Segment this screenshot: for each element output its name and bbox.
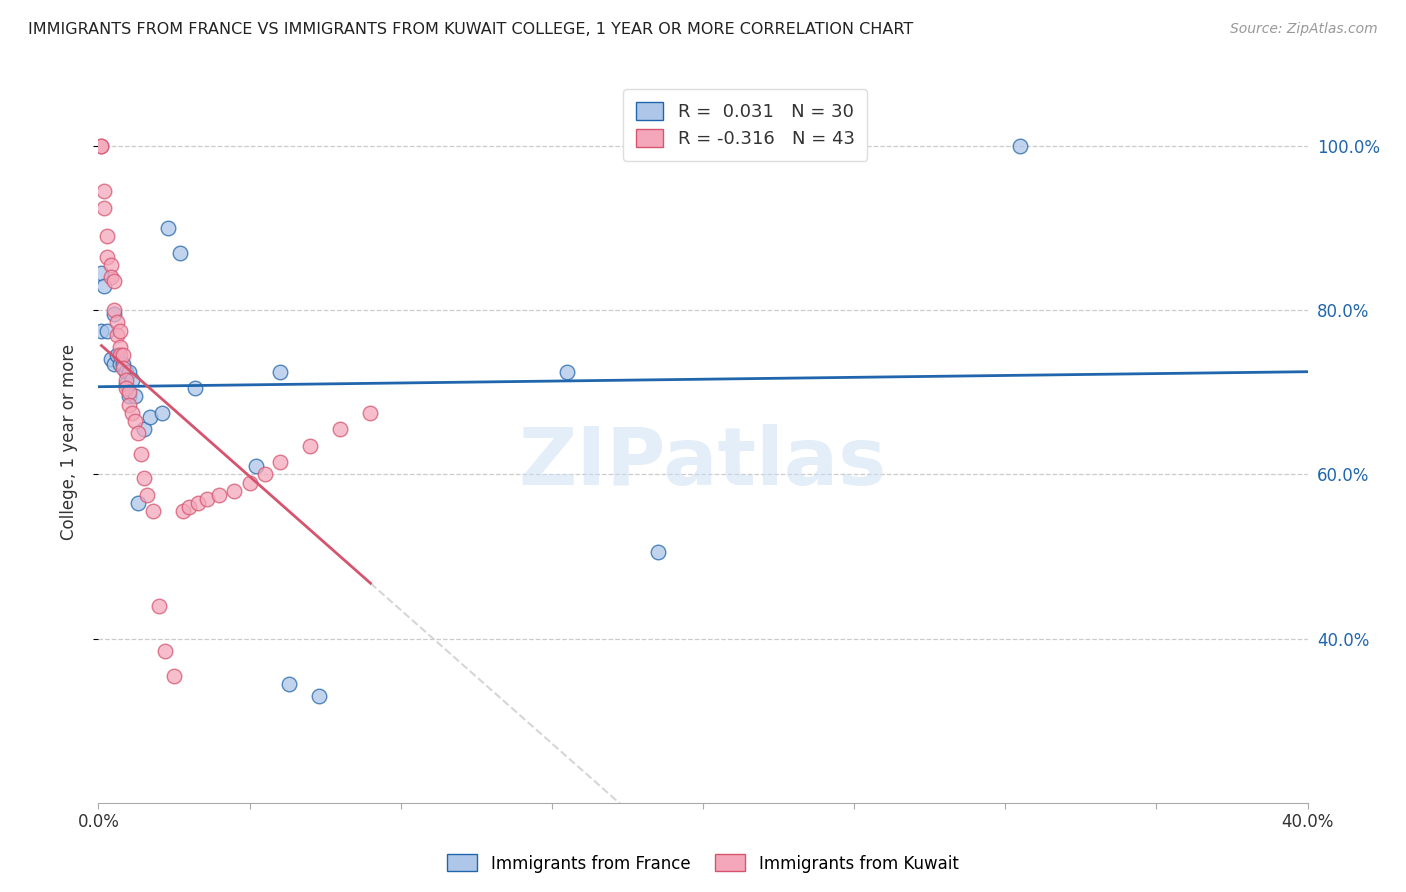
Point	[90, 266, 112, 280]
Point	[111, 348, 134, 362]
Point	[103, 357, 125, 371]
Point	[179, 500, 201, 515]
Point	[184, 381, 207, 395]
Point	[139, 409, 162, 424]
Point	[90, 139, 112, 153]
Point	[105, 316, 128, 330]
Point	[187, 496, 209, 510]
Point	[127, 426, 149, 441]
Point	[269, 365, 291, 379]
Point	[1010, 139, 1032, 153]
Point	[96, 229, 118, 244]
Point	[105, 348, 128, 362]
Point	[118, 385, 141, 400]
Point	[100, 352, 122, 367]
Point	[93, 201, 115, 215]
Point	[90, 324, 112, 338]
Point	[121, 406, 143, 420]
Point	[124, 389, 146, 403]
Point	[114, 373, 136, 387]
Y-axis label: College, 1 year or more: College, 1 year or more	[59, 343, 77, 540]
Point	[118, 389, 141, 403]
Point	[195, 491, 218, 506]
Point	[153, 644, 176, 658]
Point	[111, 360, 134, 375]
Legend: Immigrants from France, Immigrants from Kuwait: Immigrants from France, Immigrants from …	[440, 847, 966, 880]
Point	[108, 357, 131, 371]
Legend: R =  0.031   N = 30, R = -0.316   N = 43: R = 0.031 N = 30, R = -0.316 N = 43	[623, 89, 868, 161]
Point	[208, 488, 231, 502]
Point	[156, 221, 179, 235]
Point	[103, 307, 125, 321]
Point	[239, 475, 262, 490]
Point	[114, 377, 136, 392]
Point	[129, 447, 152, 461]
Point	[269, 455, 291, 469]
Point	[93, 184, 115, 198]
Point	[360, 406, 382, 420]
Point	[224, 483, 246, 498]
Point	[90, 139, 112, 153]
Point	[329, 422, 352, 436]
Point	[253, 467, 276, 482]
Point	[163, 668, 186, 682]
Point	[93, 278, 115, 293]
Point	[105, 327, 128, 342]
Point	[124, 414, 146, 428]
Point	[100, 258, 122, 272]
Point	[100, 270, 122, 285]
Point	[148, 599, 170, 613]
Point	[103, 275, 125, 289]
Point	[169, 245, 191, 260]
Point	[111, 357, 134, 371]
Text: ZIPatlas: ZIPatlas	[519, 425, 887, 502]
Text: Source: ZipAtlas.com: Source: ZipAtlas.com	[1230, 22, 1378, 37]
Point	[555, 365, 578, 379]
Point	[132, 471, 155, 485]
Point	[277, 677, 299, 691]
Point	[299, 439, 322, 453]
Text: IMMIGRANTS FROM FRANCE VS IMMIGRANTS FROM KUWAIT COLLEGE, 1 YEAR OR MORE CORRELA: IMMIGRANTS FROM FRANCE VS IMMIGRANTS FRO…	[28, 22, 914, 37]
Point	[647, 545, 669, 559]
Point	[132, 422, 155, 436]
Point	[245, 459, 267, 474]
Point	[108, 340, 131, 354]
Point	[108, 348, 131, 362]
Point	[114, 381, 136, 395]
Point	[103, 303, 125, 318]
Point	[121, 373, 143, 387]
Point	[96, 250, 118, 264]
Point	[118, 398, 141, 412]
Point	[142, 504, 165, 518]
Point	[96, 324, 118, 338]
Point	[172, 504, 194, 518]
Point	[108, 324, 131, 338]
Point	[127, 496, 149, 510]
Point	[114, 365, 136, 379]
Point	[150, 406, 173, 420]
Point	[118, 365, 141, 379]
Point	[308, 689, 330, 703]
Point	[135, 488, 157, 502]
